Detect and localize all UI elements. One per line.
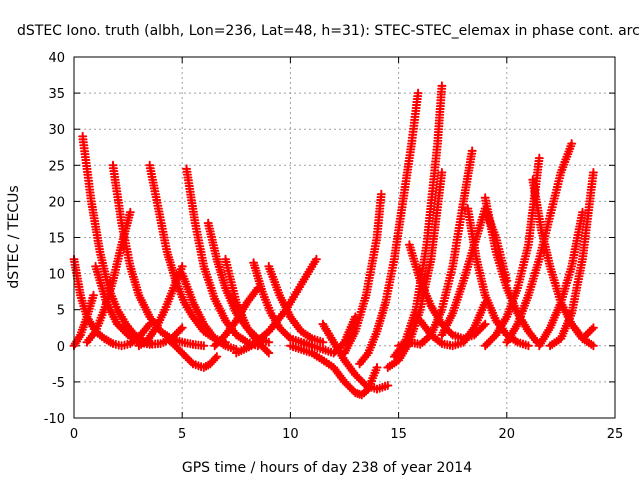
data-point-markers: [108, 160, 209, 351]
series-arc21: [340, 189, 386, 358]
series-arc10: [166, 337, 222, 372]
data-point-markers: [210, 283, 263, 351]
y-tick-label: 15: [48, 232, 65, 247]
series-arc36: [567, 319, 598, 344]
data-point-markers: [182, 164, 263, 351]
y-tick-label: 40: [48, 51, 65, 66]
x-tick-label: 10: [282, 427, 299, 442]
y-tick-label: -10: [44, 412, 65, 427]
x-tick-label: 5: [178, 427, 186, 442]
data-point-markers: [415, 298, 490, 351]
x-tick-label: 25: [607, 427, 624, 442]
series-arc34: [534, 207, 587, 351]
y-tick-label: 35: [48, 87, 65, 102]
y-tick-label: 20: [48, 195, 65, 210]
plot-frame: [73, 56, 616, 419]
series-arc13: [221, 254, 274, 358]
y-tick-label: 10: [48, 268, 65, 283]
data-point-markers: [285, 341, 382, 400]
data-point-markers: [394, 146, 477, 351]
x-tick-label: 15: [390, 427, 407, 442]
series-arc22: [355, 88, 423, 369]
data-point-markers: [166, 337, 222, 372]
data-point-markers: [545, 168, 598, 351]
series-arc35: [545, 168, 598, 351]
y-axis-label: dSTEC / TECUs: [6, 185, 22, 288]
data-point-markers: [296, 312, 360, 358]
series-arc18: [296, 312, 360, 358]
series-arc24: [389, 81, 447, 362]
axis-layer: 0 5 10 15 20 25 -10 -5 0 5 10 15 20 25 30 35 40: [44, 51, 624, 442]
data-point-markers: [389, 81, 447, 362]
data-point-markers: [221, 254, 274, 358]
series-arc5: [108, 160, 209, 351]
series-arc20: [285, 341, 382, 400]
x-axis-label: GPS time / hours of day 238 of year 2014: [182, 460, 472, 476]
y-tick-label: 0: [57, 340, 65, 355]
data-point-markers: [340, 189, 386, 358]
data-point-markers: [567, 319, 598, 344]
data-point-markers: [231, 254, 321, 358]
series-arc9: [182, 164, 263, 351]
series-arc17: [231, 254, 321, 358]
series-arc14: [210, 283, 263, 351]
x-tick-label: 20: [499, 427, 516, 442]
data-point-markers: [355, 88, 423, 369]
chart-title: dSTEC Iono. truth (albh, Lon=236, Lat=48…: [17, 23, 640, 39]
data-point-markers: [534, 207, 587, 351]
series-arc27: [415, 298, 490, 351]
y-tick-label: 5: [57, 304, 65, 319]
y-tick-label: 30: [48, 123, 65, 138]
y-tick-label: 25: [48, 159, 65, 174]
series-arc26: [394, 146, 477, 351]
x-tick-label: 0: [70, 427, 78, 442]
marks-layer: [69, 81, 598, 400]
y-tick-label: -5: [52, 376, 65, 391]
